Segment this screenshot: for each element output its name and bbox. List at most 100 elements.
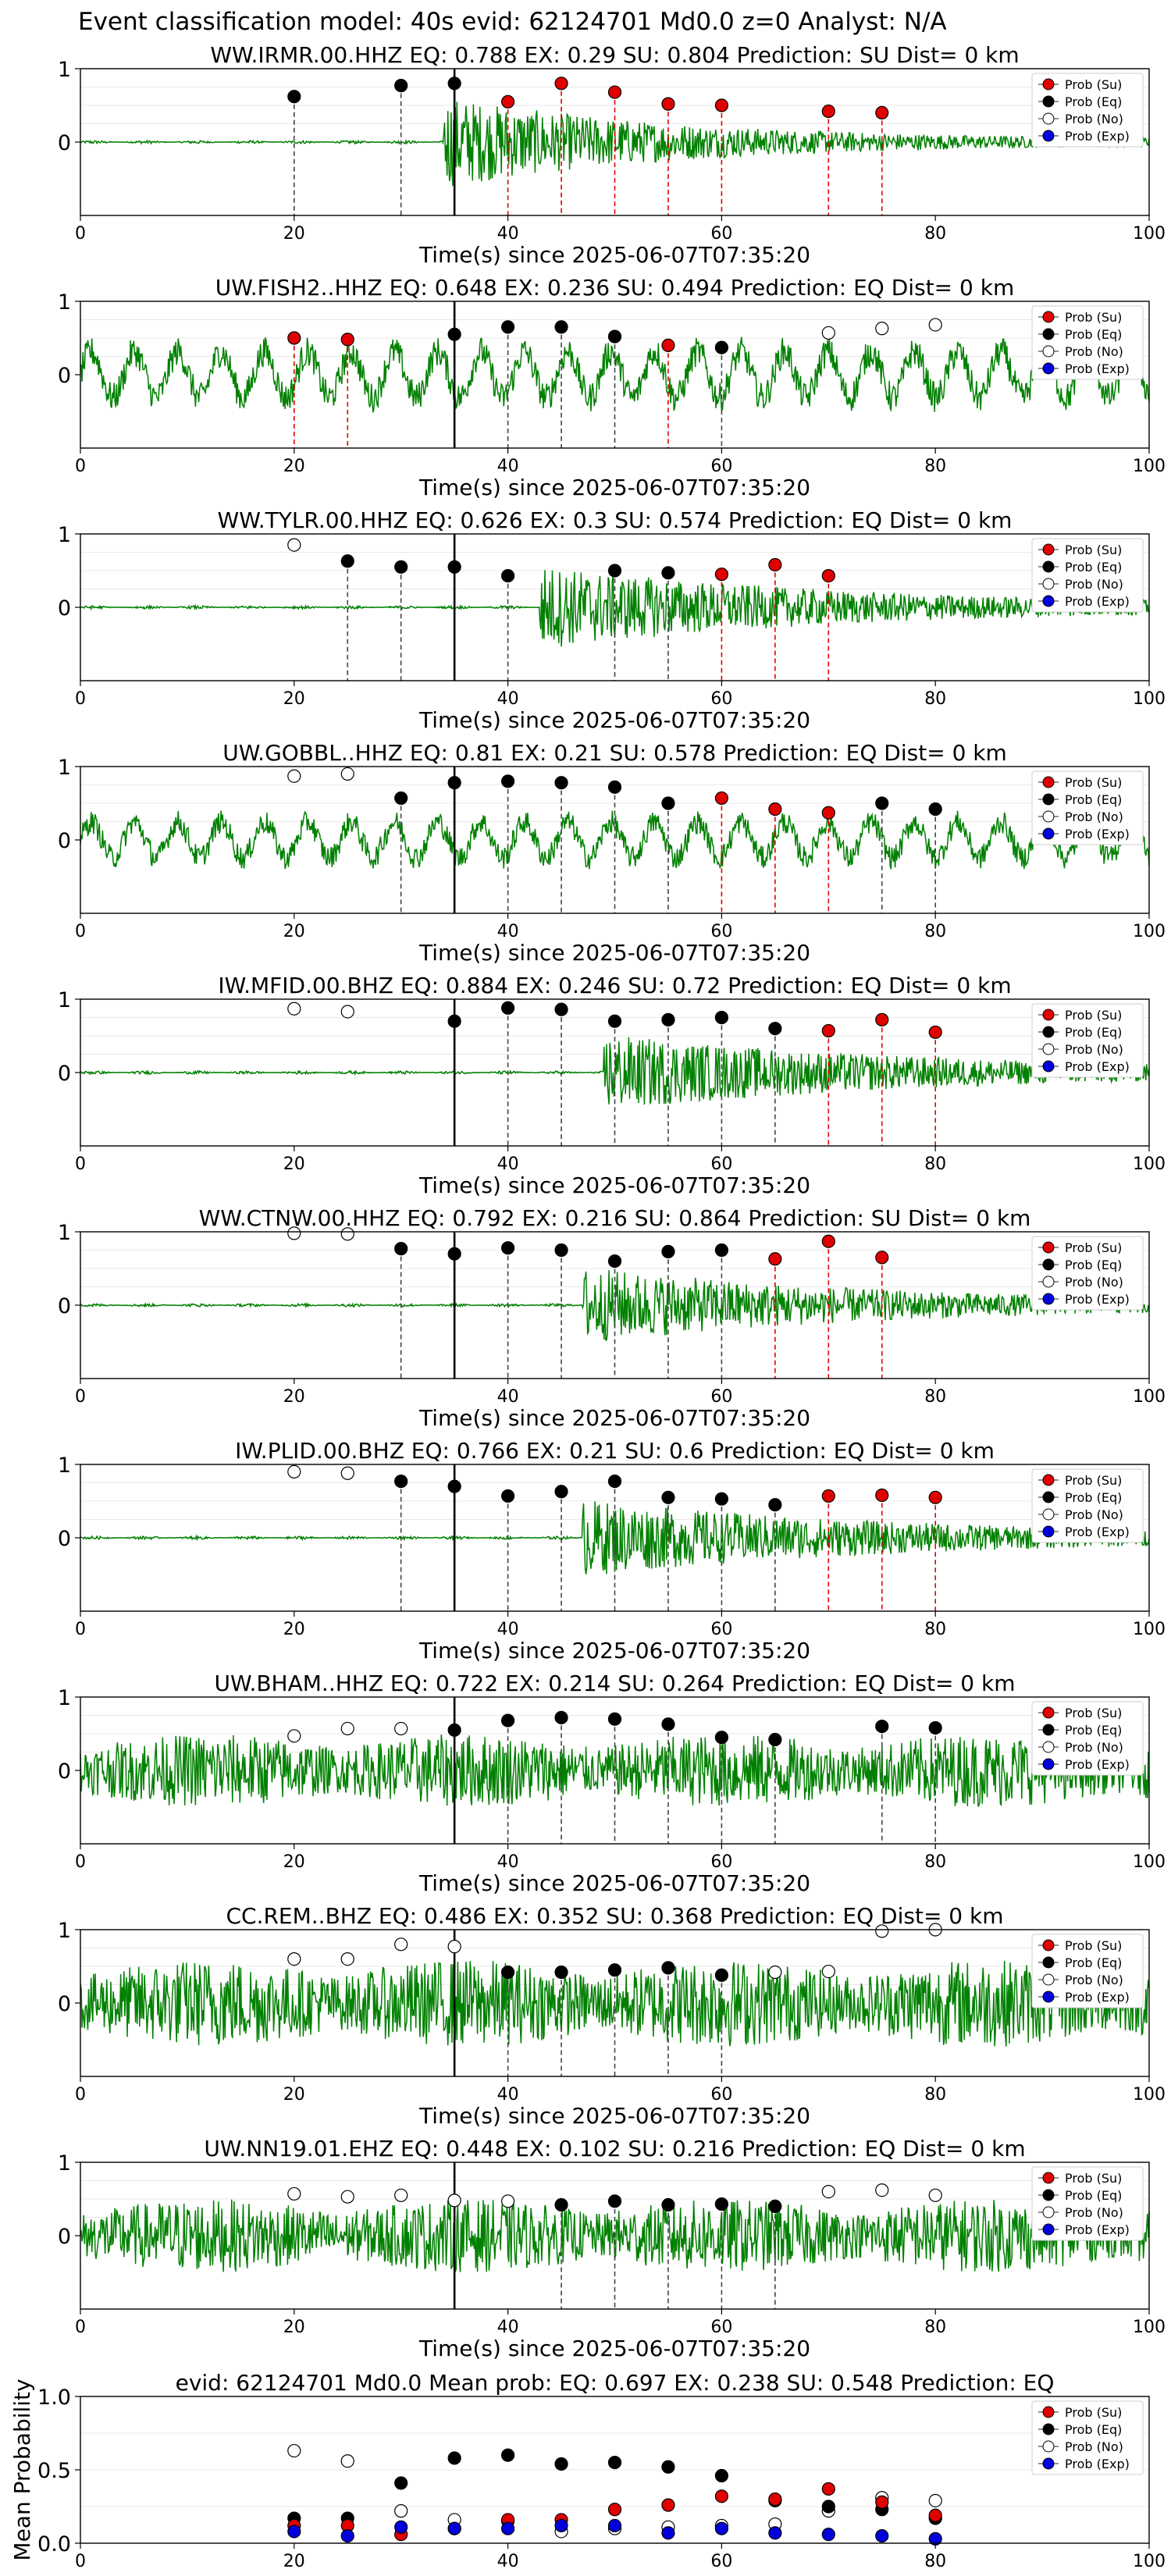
x-tick-label: 0 xyxy=(75,2085,86,2105)
mean-point-no xyxy=(394,2504,408,2518)
mean-point-exp xyxy=(394,2520,408,2534)
point-eq xyxy=(500,1241,515,1255)
mean-point-no xyxy=(340,2454,354,2468)
y-tick-label: 0 xyxy=(58,1759,71,1784)
x-tick-label: 100 xyxy=(1133,2318,1166,2337)
y-tick-label: 0 xyxy=(58,829,71,853)
legend-marker xyxy=(1042,2223,1055,2236)
point-eq xyxy=(607,1254,622,1268)
waveform-trace xyxy=(80,336,1150,413)
legend: Prob (Su) Prob (Eq) Prob (No) Prob (Exp) xyxy=(1031,1468,1144,1543)
point-eq xyxy=(500,1001,515,1015)
point-su xyxy=(714,791,729,806)
y-axis-label: Mean Probability xyxy=(9,2379,35,2560)
x-tick-label: 100 xyxy=(1133,2085,1166,2105)
legend: Prob (Su) Prob (Eq) Prob (No) Prob (Exp) xyxy=(1031,73,1144,148)
x-axis-label: Time(s) since 2025-06-07T07:35:20 xyxy=(418,2103,810,2129)
legend: Prob (Su) Prob (Eq) Prob (No) Prob (Exp) xyxy=(1031,1003,1144,1078)
x-tick-label: 0 xyxy=(75,922,86,941)
legend-marker xyxy=(1042,311,1055,323)
legend-label: Prob (Su) xyxy=(1065,2171,1122,2186)
point-su xyxy=(768,1252,782,1266)
x-tick-label: 20 xyxy=(283,1852,305,1872)
legend-label: Prob (Eq) xyxy=(1065,1955,1122,1970)
point-no xyxy=(340,1466,354,1480)
legend-label: Prob (Su) xyxy=(1065,77,1122,92)
point-eq xyxy=(714,2197,729,2211)
legend-label: Prob (Su) xyxy=(1065,1938,1122,1953)
x-axis-label: Time(s) since 2025-06-07T07:35:20 xyxy=(418,940,810,966)
point-su xyxy=(875,1488,889,1503)
point-eq xyxy=(447,560,461,574)
x-tick-label: 80 xyxy=(924,457,946,476)
station-panel: UW.NN19.01.EHZ EQ: 0.448 EX: 0.102 SU: 0… xyxy=(58,2136,1166,2361)
point-no xyxy=(928,2188,942,2202)
legend-frame xyxy=(1031,2166,1144,2241)
panel-title: evid: 62124701 Md0.0 Mean prob: EQ: 0.69… xyxy=(176,2370,1055,2396)
point-eq xyxy=(714,1492,729,1506)
legend-label: Prob (Su) xyxy=(1065,1240,1122,1255)
point-su xyxy=(661,338,675,352)
legend-marker xyxy=(1042,2406,1055,2418)
legend-marker xyxy=(1042,112,1055,125)
mean-point-su xyxy=(875,2495,889,2509)
point-eq xyxy=(500,320,515,334)
legend-marker xyxy=(1042,2189,1055,2201)
legend-label: Prob (Eq) xyxy=(1065,792,1122,807)
point-eq xyxy=(394,1242,408,1256)
legend-label: Prob (Exp) xyxy=(1065,1525,1130,1539)
point-eq xyxy=(607,780,622,794)
legend-marker xyxy=(1042,1276,1055,1288)
point-su xyxy=(821,568,835,583)
station-panel: IW.PLID.00.BHZ EQ: 0.766 EX: 0.21 SU: 0.… xyxy=(58,1438,1166,1663)
x-tick-label: 80 xyxy=(924,922,946,941)
point-no xyxy=(447,2194,461,2208)
mean-point-su xyxy=(821,2482,835,2496)
point-no xyxy=(928,318,942,332)
y-tick-label: 1 xyxy=(58,756,71,780)
legend-marker xyxy=(1042,1043,1055,1055)
x-tick-label: 80 xyxy=(924,689,946,709)
legend-marker xyxy=(1042,1026,1055,1038)
point-eq xyxy=(554,776,568,790)
x-tick-label: 100 xyxy=(1133,1387,1166,1407)
point-su xyxy=(714,568,729,582)
x-tick-label: 0 xyxy=(75,1620,86,1639)
legend-frame xyxy=(1031,73,1144,148)
y-tick-label: 1 xyxy=(58,1919,71,1943)
legend-marker xyxy=(1042,560,1055,573)
x-tick-label: 20 xyxy=(283,224,305,244)
legend-label: Prob (Su) xyxy=(1065,1706,1122,1720)
y-tick-label: 1 xyxy=(58,1686,71,1710)
point-eq xyxy=(500,1489,515,1503)
legend-marker xyxy=(1042,2172,1055,2184)
legend-label: Prob (Su) xyxy=(1065,2405,1122,2420)
legend: Prob (Su) Prob (Eq) Prob (No) Prob (Exp) xyxy=(1031,1934,1144,2008)
point-no xyxy=(287,538,301,552)
x-tick-label: 80 xyxy=(924,1155,946,1174)
point-su xyxy=(928,1025,942,1039)
legend-label: Prob (Exp) xyxy=(1065,129,1130,144)
legend-marker xyxy=(1042,1706,1055,1719)
point-eq xyxy=(607,2194,622,2208)
x-tick-label: 80 xyxy=(924,1620,946,1639)
x-tick-label: 20 xyxy=(283,457,305,476)
point-eq xyxy=(500,568,515,583)
x-tick-label: 60 xyxy=(710,2318,732,2337)
legend: Prob (Su) Prob (Eq) Prob (No) Prob (Exp) xyxy=(1031,305,1144,380)
legend-marker xyxy=(1042,78,1055,91)
x-tick-label: 0 xyxy=(75,224,86,244)
mean-point-no xyxy=(928,2493,942,2508)
y-tick-label: 1 xyxy=(58,988,71,1012)
legend-frame xyxy=(1031,2400,1144,2475)
x-tick-label: 60 xyxy=(710,689,732,709)
x-axis-label: Time(s) since 2025-06-07T07:35:20 xyxy=(418,707,810,733)
x-axis-label: Time(s) since 2025-06-07T07:35:20 xyxy=(418,242,810,268)
mean-point-exp xyxy=(340,2529,354,2543)
station-panel: UW.BHAM..HHZ EQ: 0.722 EX: 0.214 SU: 0.2… xyxy=(58,1670,1166,1896)
x-tick-label: 20 xyxy=(283,689,305,709)
point-eq xyxy=(340,554,354,568)
point-no xyxy=(287,1952,301,1966)
mean-point-eq xyxy=(500,2448,515,2462)
